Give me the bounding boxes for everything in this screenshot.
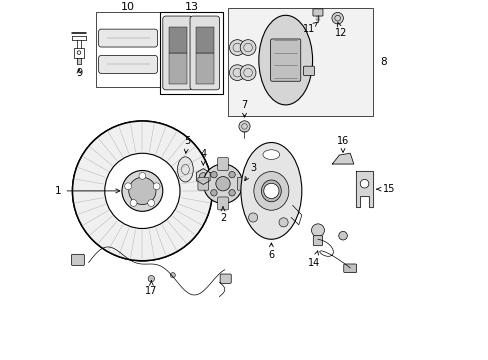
Polygon shape xyxy=(332,153,353,164)
FancyBboxPatch shape xyxy=(303,66,314,76)
Circle shape xyxy=(228,190,235,196)
Text: 16: 16 xyxy=(336,136,348,152)
Circle shape xyxy=(72,121,212,261)
Circle shape xyxy=(248,213,257,222)
Ellipse shape xyxy=(177,157,193,182)
Bar xyxy=(168,54,186,84)
Circle shape xyxy=(147,199,154,206)
Bar xyxy=(195,54,213,84)
Text: 7: 7 xyxy=(241,100,247,117)
Bar xyxy=(160,12,223,94)
Polygon shape xyxy=(196,169,210,184)
Circle shape xyxy=(239,121,249,132)
Circle shape xyxy=(210,171,217,178)
Circle shape xyxy=(229,40,244,55)
Circle shape xyxy=(331,13,343,24)
Bar xyxy=(195,27,213,53)
Text: 6: 6 xyxy=(268,243,274,260)
FancyBboxPatch shape xyxy=(270,39,300,81)
Circle shape xyxy=(229,65,244,81)
Text: 15: 15 xyxy=(376,184,394,194)
Circle shape xyxy=(128,177,156,204)
Circle shape xyxy=(240,65,255,81)
FancyBboxPatch shape xyxy=(217,158,228,171)
Ellipse shape xyxy=(253,172,288,210)
Circle shape xyxy=(199,172,207,180)
Ellipse shape xyxy=(241,143,301,239)
Circle shape xyxy=(228,171,235,178)
Circle shape xyxy=(311,224,324,237)
Text: 4: 4 xyxy=(200,149,206,165)
Circle shape xyxy=(130,199,137,206)
Ellipse shape xyxy=(263,150,279,159)
Text: 8: 8 xyxy=(379,57,386,67)
Ellipse shape xyxy=(261,180,281,202)
Text: 1: 1 xyxy=(55,186,120,196)
FancyBboxPatch shape xyxy=(237,177,247,190)
Text: 17: 17 xyxy=(145,281,157,296)
Circle shape xyxy=(215,176,230,191)
Circle shape xyxy=(338,231,346,240)
Text: 11: 11 xyxy=(302,22,317,34)
Circle shape xyxy=(170,273,175,278)
Bar xyxy=(74,48,83,58)
FancyBboxPatch shape xyxy=(220,274,231,283)
FancyBboxPatch shape xyxy=(71,254,84,265)
Bar xyxy=(96,12,160,87)
FancyBboxPatch shape xyxy=(312,9,322,16)
Circle shape xyxy=(203,164,242,203)
Text: 13: 13 xyxy=(184,2,198,12)
FancyBboxPatch shape xyxy=(313,236,322,246)
Text: 3: 3 xyxy=(244,163,256,181)
Circle shape xyxy=(122,171,163,211)
FancyBboxPatch shape xyxy=(343,264,356,273)
FancyBboxPatch shape xyxy=(198,177,208,190)
Bar xyxy=(168,27,186,53)
Circle shape xyxy=(148,275,154,282)
FancyBboxPatch shape xyxy=(99,29,157,47)
Text: 10: 10 xyxy=(121,2,135,12)
Circle shape xyxy=(153,183,160,190)
Bar xyxy=(228,8,373,116)
Text: 12: 12 xyxy=(334,22,347,37)
Circle shape xyxy=(139,172,145,179)
FancyBboxPatch shape xyxy=(217,197,228,210)
Ellipse shape xyxy=(258,15,312,105)
Circle shape xyxy=(124,183,131,190)
Text: 9: 9 xyxy=(76,68,82,78)
Text: 14: 14 xyxy=(307,251,320,267)
FancyBboxPatch shape xyxy=(190,16,219,90)
FancyBboxPatch shape xyxy=(99,55,157,73)
Polygon shape xyxy=(355,171,373,207)
Text: 2: 2 xyxy=(220,207,225,223)
Circle shape xyxy=(360,179,368,188)
Circle shape xyxy=(105,154,179,228)
Circle shape xyxy=(210,190,217,196)
FancyBboxPatch shape xyxy=(163,16,192,90)
Text: 5: 5 xyxy=(183,136,190,153)
Circle shape xyxy=(263,183,279,198)
Circle shape xyxy=(240,40,255,55)
Circle shape xyxy=(279,218,287,227)
